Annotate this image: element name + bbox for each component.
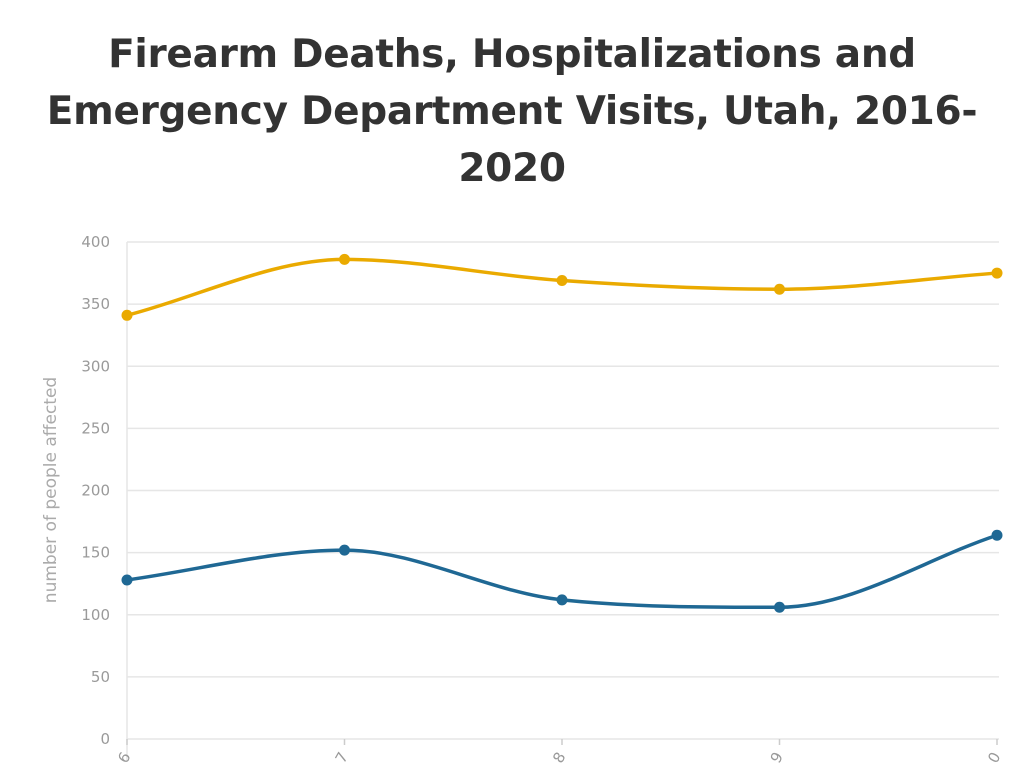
y-tick-label-0: 0 [100,730,110,748]
x-tick-label-2020: 0 [984,749,1004,764]
series-2-point-2016[interactable] [121,574,133,586]
series-line-1 [125,257,999,318]
y-tick-label-100: 100 [81,606,110,624]
chart-title: Firearm Deaths, Hospitalizations and Eme… [0,26,1024,197]
y-tick-label-350: 350 [81,295,110,313]
series-2-point-2020[interactable] [991,529,1003,541]
series-2-point-2019[interactable] [774,601,785,613]
y-tick-label-150: 150 [81,544,110,562]
y-axis-ticks: 0 50 100 150 200 250 300 350 400 [81,233,110,748]
chart-title-line-1: Firearm Deaths, Hospitalizations and [108,32,916,77]
chart-title-line-3: 2020 [458,146,566,191]
series-2-point-2018[interactable] [556,594,568,606]
series-layer [121,253,1003,613]
series-1-point-2020[interactable] [991,267,1003,279]
gridlines [126,241,999,760]
chart-title-line-2: Emergency Department Visits, Utah, 2016- [46,89,978,134]
series-1-point-2018[interactable] [556,275,568,287]
series-1-point-2016[interactable] [121,309,133,321]
y-tick-label-50: 50 [91,668,110,686]
y-tick-label-200: 200 [81,482,110,500]
y-axis-label: number of people affected [41,377,61,603]
y-tick-label-250: 250 [81,419,110,437]
series-1-point-2019[interactable] [774,283,785,295]
x-tick-label-2019: 9 [767,749,787,764]
x-tick-label-2016: 6 [114,749,134,764]
x-tick-label-2017: 7 [332,749,352,764]
x-tick-label-2018: 8 [549,749,569,764]
x-axis-ticks: 6 7 8 9 0 [114,739,1004,764]
series-2-point-2017[interactable] [339,544,350,556]
series-1-point-2017[interactable] [339,253,350,265]
y-tick-label-300: 300 [81,357,110,375]
y-tick-label-400: 400 [81,233,110,251]
